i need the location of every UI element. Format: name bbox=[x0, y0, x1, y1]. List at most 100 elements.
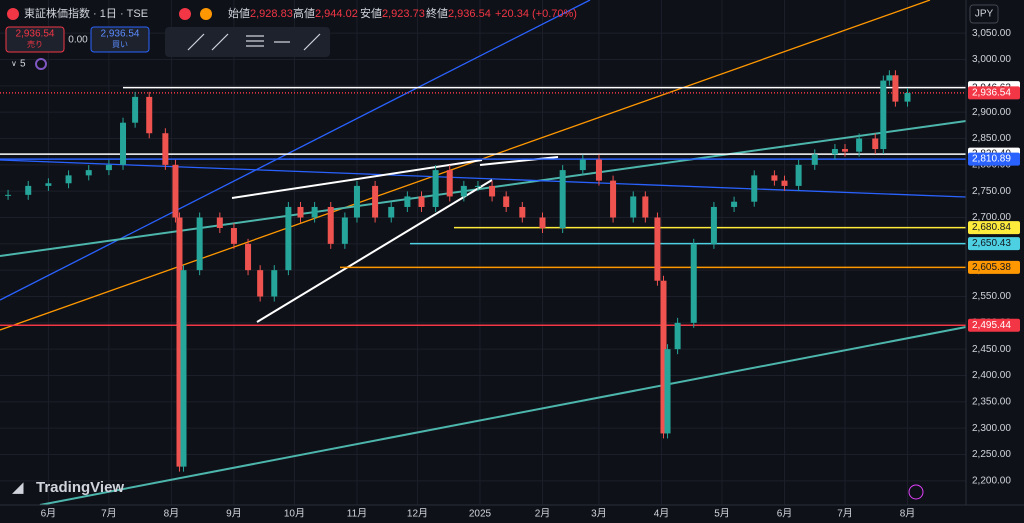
candle-body bbox=[162, 133, 169, 165]
candle-body bbox=[230, 228, 237, 244]
ohlc-label: 安値 bbox=[360, 6, 382, 20]
alert-icon[interactable] bbox=[908, 484, 924, 500]
drawing-toolbar bbox=[165, 27, 330, 57]
candle-body bbox=[886, 75, 893, 81]
currency[interactable]: JPY bbox=[975, 9, 994, 20]
y-tick-label: 2,700.00 bbox=[972, 212, 1011, 223]
candle-body bbox=[45, 183, 52, 186]
candle-body bbox=[831, 149, 838, 155]
candle-body bbox=[353, 185, 360, 218]
ohlc-value: 2,923.73 bbox=[382, 8, 425, 20]
x-tick-label: 2月 bbox=[535, 508, 551, 520]
candle-body bbox=[642, 196, 649, 218]
candle-body bbox=[595, 159, 602, 181]
candle-body bbox=[120, 122, 127, 165]
market-icon bbox=[179, 8, 191, 20]
indicator-icon[interactable] bbox=[35, 58, 47, 70]
candle-body bbox=[372, 185, 379, 218]
candle-body bbox=[519, 206, 526, 218]
ohlc-label: 終値 bbox=[426, 6, 448, 20]
candle-body bbox=[559, 170, 566, 229]
candle-body bbox=[610, 180, 617, 218]
grid bbox=[0, 0, 966, 505]
trend-line bbox=[0, 159, 967, 198]
sell-price: 2,936.54 bbox=[16, 29, 55, 40]
trend-line bbox=[39, 326, 967, 506]
candle-body bbox=[811, 154, 818, 165]
candle-body bbox=[25, 185, 32, 195]
x-tick-label: 6月 bbox=[777, 508, 793, 520]
spread: 0.00 bbox=[68, 35, 88, 46]
level-label-box bbox=[968, 237, 1020, 251]
level-label: 2,680.84 bbox=[972, 222, 1011, 233]
candle-body bbox=[841, 149, 848, 152]
x-tick-label: 4月 bbox=[654, 508, 670, 520]
candle-body bbox=[690, 243, 697, 323]
y-tick-label: 2,550.00 bbox=[972, 291, 1011, 302]
brand-logo: ◢ bbox=[12, 479, 24, 496]
y-tick-label: 2,200.00 bbox=[972, 475, 1011, 486]
sell-label: 売り bbox=[27, 39, 43, 49]
currency-button[interactable] bbox=[969, 4, 999, 24]
candle-body bbox=[474, 185, 481, 187]
candle-body bbox=[781, 180, 788, 186]
collapse-icon[interactable]: ∨ bbox=[11, 59, 17, 68]
x-tick-label: 3月 bbox=[591, 508, 607, 520]
candle-body bbox=[751, 175, 758, 202]
y-tick-label: 2,750.00 bbox=[972, 186, 1011, 197]
time-axis bbox=[0, 505, 966, 523]
candle-body bbox=[65, 175, 72, 184]
level-label-box bbox=[968, 152, 1020, 166]
y-tick-label: 2,900.00 bbox=[972, 107, 1011, 118]
level-label-box bbox=[968, 221, 1020, 235]
change: +20.34 (+0.70%) bbox=[495, 8, 577, 20]
axes: 3,050.003,000.002,950.002,900.002,850.00… bbox=[41, 28, 1020, 520]
x-tick-label: 12月 bbox=[407, 508, 428, 520]
level-label-box bbox=[968, 260, 1020, 274]
candle-body bbox=[654, 217, 661, 281]
toolbar-icons[interactable] bbox=[187, 33, 321, 51]
candle-body bbox=[180, 270, 187, 467]
x-tick-label: 10月 bbox=[284, 508, 305, 520]
candle-body bbox=[674, 322, 681, 350]
candle-body bbox=[446, 170, 453, 197]
candle-body bbox=[388, 206, 395, 218]
level-label: 2,936.54 bbox=[972, 88, 1011, 99]
candle-body bbox=[432, 170, 439, 207]
x-tick-label: 7月 bbox=[837, 508, 853, 520]
level-label: 2,605.38 bbox=[972, 262, 1011, 273]
level-label: 2,650.43 bbox=[972, 238, 1011, 249]
buy-label: 買い bbox=[112, 40, 128, 49]
candle-body bbox=[630, 196, 637, 218]
candle-body bbox=[460, 185, 467, 197]
level-label-box bbox=[968, 318, 1020, 332]
drawings bbox=[0, 0, 967, 506]
candle-body bbox=[539, 217, 546, 229]
buy-button[interactable] bbox=[90, 26, 150, 53]
candle-body bbox=[418, 196, 425, 207]
indicator-count[interactable]: 5 bbox=[20, 59, 26, 70]
candle-body bbox=[105, 164, 112, 171]
y-tick-label: 3,050.00 bbox=[972, 28, 1011, 39]
candle-body bbox=[85, 170, 92, 176]
level-label: 2,495.44 bbox=[972, 320, 1011, 331]
level-label: 2,810.89 bbox=[972, 154, 1011, 165]
symbol-icon bbox=[7, 8, 19, 20]
candle-body bbox=[297, 206, 304, 218]
candle-body bbox=[327, 206, 334, 244]
brand: TradingView bbox=[36, 479, 124, 496]
candle-body bbox=[196, 217, 203, 271]
candle-body bbox=[311, 206, 318, 218]
candle-body bbox=[132, 96, 139, 123]
candle-body bbox=[664, 349, 671, 434]
candle-body bbox=[176, 217, 183, 467]
x-tick-label: 6月 bbox=[41, 508, 57, 520]
y-tick-label: 3,000.00 bbox=[972, 54, 1011, 65]
symbol[interactable]: 東証株価指数 · 1日 · TSE bbox=[24, 6, 148, 20]
candle-body bbox=[257, 270, 264, 297]
sell-button[interactable] bbox=[5, 26, 65, 53]
candle-body bbox=[503, 196, 510, 207]
candle-body bbox=[872, 138, 879, 150]
ohlc-label: 高値 bbox=[293, 6, 315, 20]
